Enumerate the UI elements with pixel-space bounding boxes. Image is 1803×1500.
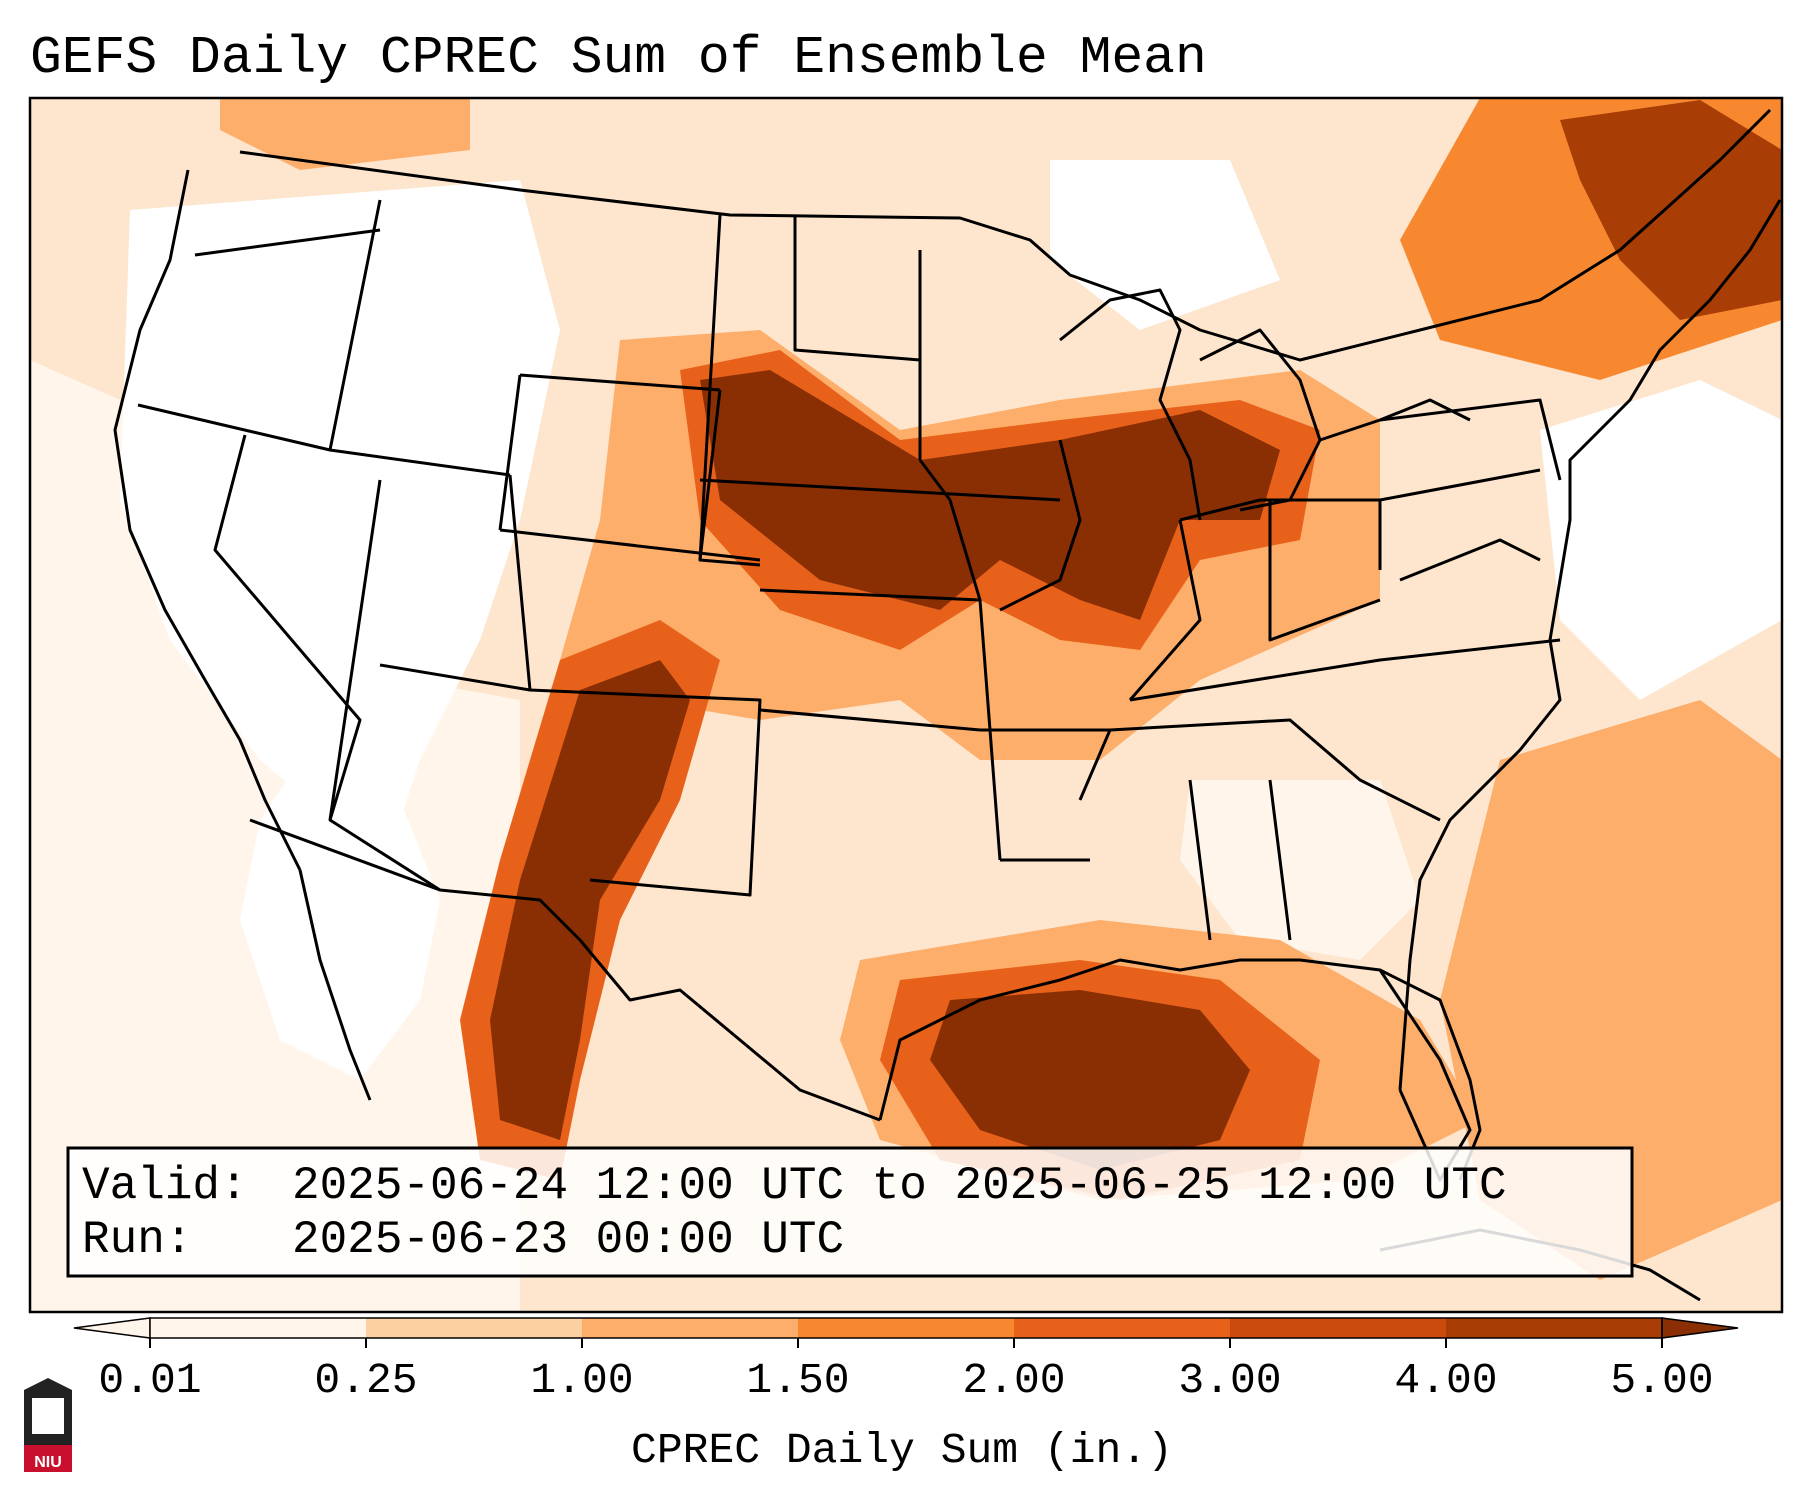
precip-extreme-gulf — [930, 990, 1250, 1170]
precip-none-sw — [240, 760, 440, 1080]
niu-logo-band — [24, 1445, 72, 1472]
valid-label: Valid: — [82, 1160, 248, 1212]
precip-none-southeast — [1180, 780, 1420, 960]
valid-value: 2025-06-24 12:00 UTC to 2025-06-25 12:00… — [292, 1160, 1507, 1212]
info-box-frame — [66, 1146, 1634, 1278]
colorbar-tick-label: 4.00 — [1394, 1356, 1497, 1405]
run-label: Run: — [82, 1214, 192, 1266]
niu-building-icon — [32, 1398, 64, 1434]
precip-medium-atlantic — [1440, 700, 1782, 1280]
run-value: 2025-06-23 00:00 UTC — [292, 1214, 844, 1266]
west-coast — [113, 169, 302, 871]
colorbar-label: CPREC Daily Sum (in.) — [631, 1426, 1173, 1475]
colorbar-segment — [150, 1318, 367, 1338]
colorbar-tick-label: 5.00 — [1610, 1356, 1713, 1405]
precip-none-west — [120, 180, 560, 880]
chart-title: GEFS Daily CPREC Sum of Ensemble Mean — [30, 28, 1207, 88]
baja-coast — [298, 869, 372, 1101]
gulf-coast — [878, 958, 1472, 1182]
colorbar-segment — [582, 1318, 799, 1338]
map-panel — [30, 98, 1782, 1312]
boundaries — [113, 108, 1782, 1302]
us-canada-border — [239, 108, 1772, 362]
colorbar-segment — [366, 1318, 583, 1338]
colorbar-tick-label: 1.00 — [530, 1356, 633, 1405]
niu-logo-text: NIU — [34, 1454, 62, 1471]
colorbar-segment — [1230, 1318, 1447, 1338]
colorbar-frame — [149, 1317, 1663, 1339]
precip-field — [30, 98, 1782, 1312]
colorbar-segment — [798, 1318, 1015, 1338]
colorbar-tick-label: 3.00 — [1178, 1356, 1281, 1405]
colorbar-extend-high — [1661, 1317, 1739, 1339]
precip-none-atlantic — [1540, 380, 1782, 700]
state-lines-east — [1109, 398, 1562, 941]
precip-medium-north — [220, 98, 470, 170]
precip-extreme-nm — [490, 660, 690, 1140]
colorbar-segment — [1014, 1318, 1231, 1338]
niu-logo: NIU — [24, 1378, 72, 1472]
colorbar-ticks: 0.01 0.25 1.00 1.50 2.00 3.00 4.00 5.00 — [98, 1338, 1714, 1405]
info-box: Valid: 2025-06-24 12:00 UTC to 2025-06-2… — [66, 1146, 1634, 1278]
colorbar-segment — [1446, 1318, 1663, 1338]
colorbar-extend-low — [73, 1317, 151, 1339]
colorbar-tick-label: 0.01 — [98, 1356, 201, 1405]
colorbar-tick-label: 2.00 — [962, 1356, 1065, 1405]
map-frame — [28, 96, 1784, 1314]
colorbar-tick-label: 0.25 — [314, 1356, 417, 1405]
colorbar-tick-label: 1.50 — [746, 1356, 849, 1405]
colorbar — [73, 1317, 1739, 1339]
mexico-border — [249, 818, 881, 1122]
east-coast — [1398, 199, 1782, 1091]
